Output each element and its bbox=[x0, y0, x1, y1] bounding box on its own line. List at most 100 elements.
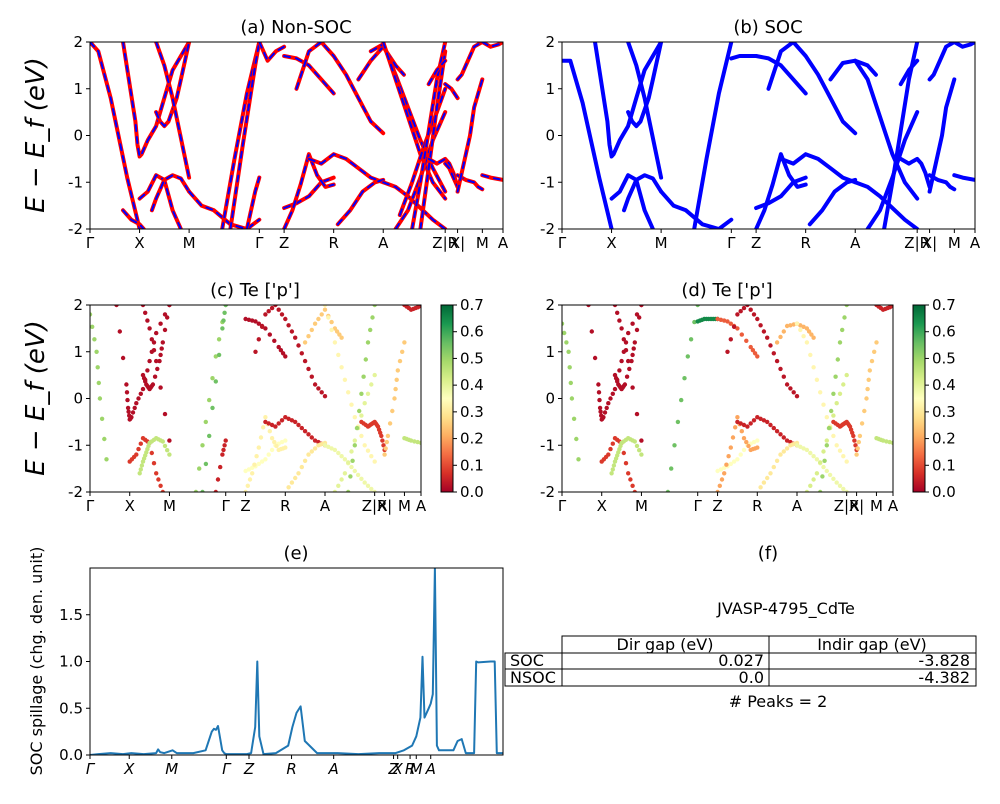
band-point bbox=[263, 457, 268, 462]
band-point bbox=[124, 382, 129, 387]
band-point bbox=[617, 318, 622, 323]
band-point bbox=[630, 321, 635, 326]
band-point bbox=[216, 337, 222, 342]
band-point bbox=[639, 452, 644, 457]
x-tick-label: R bbox=[328, 234, 338, 252]
band-point bbox=[342, 457, 348, 462]
y-tick-label: -1 bbox=[68, 173, 83, 191]
x-tick-label: Z bbox=[712, 497, 722, 515]
band-point bbox=[352, 415, 357, 420]
y-tick-label: 0.0 bbox=[59, 746, 83, 764]
band-point bbox=[715, 468, 720, 474]
x-tick-label: Γ bbox=[86, 234, 95, 252]
band-point bbox=[717, 483, 722, 488]
band-point bbox=[156, 477, 161, 482]
band-point bbox=[280, 351, 286, 356]
band-point bbox=[359, 413, 364, 418]
band-point bbox=[216, 352, 222, 358]
x-tick-label: A bbox=[498, 234, 509, 252]
x-tick-label: Z|R bbox=[432, 234, 458, 252]
x-tick-label: M bbox=[655, 234, 668, 252]
band-point bbox=[834, 401, 839, 406]
band-point bbox=[412, 439, 417, 444]
band-point bbox=[252, 462, 257, 467]
band-point bbox=[359, 476, 364, 481]
x-tick-label: X bbox=[597, 497, 607, 515]
x-tick-label: R bbox=[752, 497, 762, 515]
band-line bbox=[307, 153, 385, 184]
band-point bbox=[138, 467, 143, 472]
band-point bbox=[831, 476, 836, 481]
band-point bbox=[213, 354, 218, 359]
y-tick-label: 1 bbox=[545, 80, 555, 98]
band-point bbox=[739, 429, 744, 434]
band-point bbox=[322, 443, 328, 448]
band-point bbox=[834, 480, 839, 485]
band-point bbox=[104, 457, 109, 462]
band-point bbox=[167, 452, 172, 457]
band-point bbox=[162, 312, 168, 317]
band-point bbox=[90, 324, 95, 329]
band-point bbox=[150, 382, 156, 387]
band-point bbox=[149, 450, 154, 456]
band-point bbox=[400, 349, 405, 354]
band-point bbox=[200, 489, 205, 492]
band-point bbox=[365, 340, 371, 345]
band-point bbox=[778, 334, 783, 340]
band-point bbox=[365, 483, 371, 488]
panel-a-title: (a) Non-SOC bbox=[240, 17, 351, 38]
band-point bbox=[821, 464, 826, 470]
y-tick-label: -2 bbox=[540, 483, 555, 501]
band-point bbox=[841, 382, 846, 387]
band-line bbox=[807, 177, 858, 227]
band-point bbox=[778, 366, 783, 372]
band-line bbox=[766, 42, 858, 136]
band-point bbox=[771, 351, 776, 356]
band-point bbox=[134, 452, 139, 457]
band-point bbox=[147, 358, 152, 364]
band-point bbox=[837, 391, 843, 396]
band-point bbox=[624, 374, 630, 379]
x-tick-label: M bbox=[410, 760, 423, 778]
band-point bbox=[279, 439, 285, 445]
x-tick-label: M bbox=[183, 234, 196, 252]
band-point bbox=[884, 439, 889, 444]
band-point bbox=[259, 324, 265, 329]
band-line bbox=[754, 152, 808, 229]
band-point bbox=[390, 408, 395, 414]
band-point bbox=[167, 305, 172, 308]
band-point bbox=[250, 471, 255, 476]
band-point bbox=[319, 312, 324, 317]
band-point bbox=[634, 327, 640, 333]
x-tick-label: R bbox=[800, 234, 810, 252]
band-point bbox=[859, 421, 865, 426]
y-tick-label: 1 bbox=[545, 343, 555, 361]
band-line bbox=[444, 83, 459, 100]
band-point bbox=[222, 310, 227, 315]
panel-e-ylabel: SOC spillage (chg. den. unit) bbox=[27, 547, 46, 776]
band-point bbox=[332, 489, 338, 492]
band-point bbox=[801, 324, 806, 329]
band-point bbox=[140, 386, 146, 392]
band-point bbox=[592, 355, 598, 361]
band-point bbox=[306, 452, 311, 457]
band-point bbox=[679, 397, 684, 403]
band-point bbox=[774, 340, 780, 345]
band-point bbox=[136, 446, 141, 452]
band-point bbox=[853, 443, 858, 448]
x-tick-label: X bbox=[606, 234, 616, 252]
band-point bbox=[167, 438, 172, 443]
band-point bbox=[283, 415, 288, 420]
band-point bbox=[263, 326, 268, 331]
band-point bbox=[675, 419, 681, 425]
band-point bbox=[562, 330, 567, 336]
band-point bbox=[293, 419, 298, 425]
band-point bbox=[576, 457, 581, 462]
band-point bbox=[339, 454, 344, 459]
band-point bbox=[256, 445, 261, 450]
band-point bbox=[272, 439, 277, 445]
band-point bbox=[365, 391, 371, 396]
band-point bbox=[808, 483, 813, 488]
band-point bbox=[256, 321, 261, 326]
